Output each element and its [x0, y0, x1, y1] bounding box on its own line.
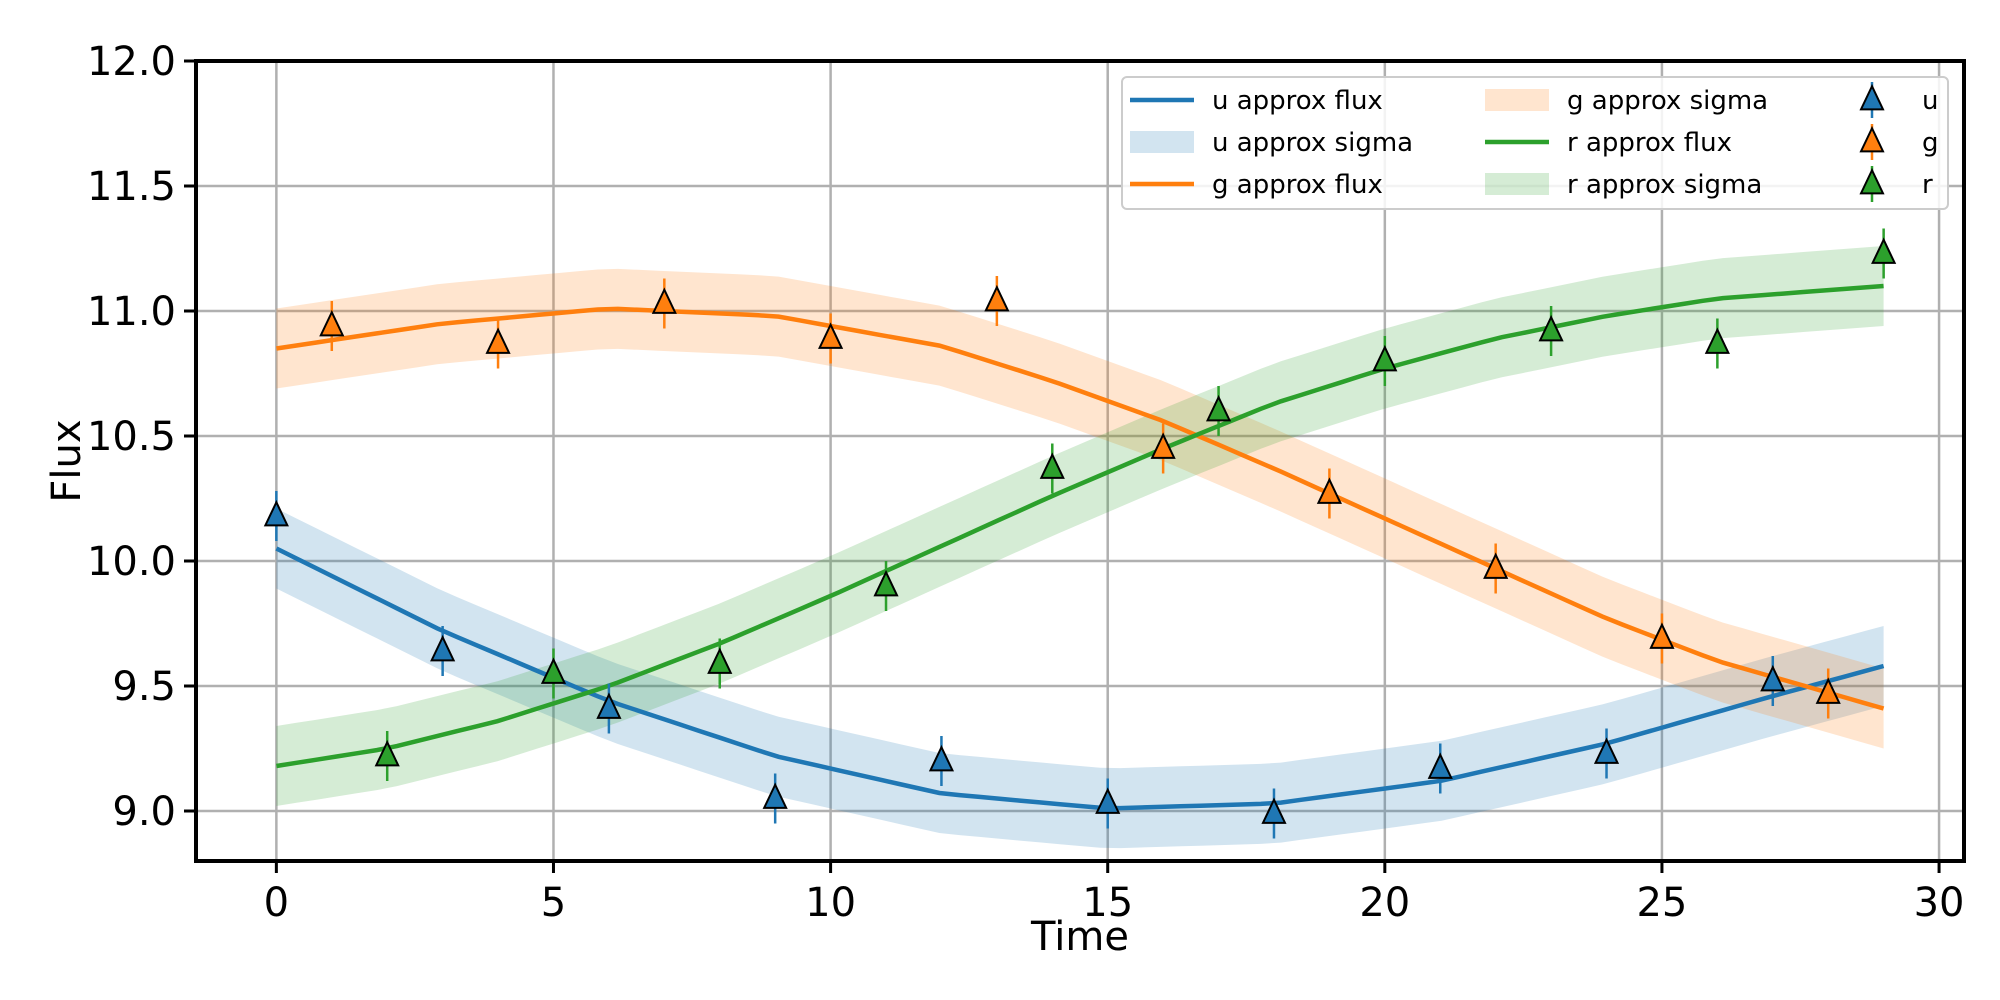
u-data-point	[596, 692, 622, 719]
r-data-point	[1704, 327, 1730, 354]
r-data-point	[374, 739, 400, 767]
x-tick-label: 15	[1082, 880, 1133, 926]
g-data-point	[1649, 622, 1675, 649]
u-data-point	[1095, 787, 1121, 814]
u-flux-line	[275, 546, 1885, 811]
r-flux-line	[276, 283, 1884, 769]
y-tick-label: 10.0	[87, 539, 176, 585]
g-data-point	[485, 327, 511, 354]
y-axis-label: Flux	[44, 419, 90, 502]
g-data-point	[1483, 552, 1509, 579]
y-tick-label: 12.0	[87, 39, 176, 85]
r-points-legend-label: r	[1922, 170, 1933, 200]
u-data-point	[1261, 797, 1287, 824]
x-tick-label: 0	[264, 880, 289, 926]
u-points-legend-label: u	[1922, 86, 1938, 116]
g-data-point	[1150, 432, 1176, 459]
legend: u approx flux u approx sigma g approx flux…	[1121, 76, 1949, 210]
g-data-point	[651, 287, 677, 314]
y-tick-label: 9.0	[112, 789, 176, 835]
r-sigma-legend-label: r approx sigma	[1567, 170, 1762, 200]
x-tick-label: 10	[805, 880, 856, 926]
g-flux-legend-label: g approx flux	[1212, 170, 1383, 200]
u-sigma-band	[276, 508, 1884, 849]
u-sigma-legend-swatch	[1130, 131, 1194, 153]
g-flux-line	[276, 306, 1885, 711]
r-data-point	[707, 647, 733, 674]
grid-lines	[196, 61, 1964, 861]
u-data-point	[430, 634, 456, 662]
r-sigma-band	[276, 246, 1884, 806]
x-tick-label: 25	[1636, 880, 1687, 926]
g-points-legend-label: g	[1922, 128, 1939, 158]
r-sigma-legend-swatch	[1485, 173, 1549, 195]
u-points-legend-swatch	[1859, 83, 1885, 111]
model-flux-lines	[275, 283, 1885, 811]
r-data-point	[1871, 237, 1897, 264]
u-sigma-legend-label: u approx sigma	[1212, 128, 1413, 158]
plot-frame	[194, 59, 1966, 863]
g-data-point	[319, 309, 345, 337]
x-tick-label: 5	[541, 880, 566, 926]
r-data-point	[873, 569, 899, 597]
u-data-point	[1427, 752, 1453, 779]
g-sigma-legend-swatch	[1485, 89, 1549, 111]
r-data-point	[1538, 314, 1564, 342]
r-data-point	[540, 657, 567, 684]
x-axis-label: Time	[1030, 914, 1129, 960]
g-sigma-band	[276, 268, 1884, 749]
y-tick-label: 11.5	[87, 164, 176, 210]
u-data-point	[762, 782, 788, 809]
u-flux-legend-label: u approx flux	[1212, 86, 1383, 116]
r-points-legend-swatch	[1859, 167, 1885, 195]
y-tick-label: 11.0	[87, 289, 176, 335]
g-sigma-legend-label: g approx sigma	[1567, 86, 1768, 116]
sigma-bands	[276, 246, 1884, 849]
data-points	[263, 228, 1897, 839]
axis-ticks: 0 5 10 15 20 25 30 9.0 9.5 10.0 10.5 11.0 11.5 12.0	[87, 39, 1965, 926]
r-data-point	[1372, 344, 1398, 372]
r-data-point	[1039, 452, 1065, 479]
u-data-point	[1760, 664, 1786, 692]
x-tick-label: 20	[1359, 880, 1410, 926]
y-tick-label: 9.5	[112, 664, 176, 710]
g-data-point	[818, 322, 844, 349]
r-data-point	[1205, 394, 1232, 422]
x-tick-label: 30	[1914, 880, 1965, 926]
g-data-point	[1316, 477, 1342, 504]
g-data-point	[984, 284, 1010, 312]
u-data-point	[1593, 737, 1620, 764]
y-tick-label: 10.5	[87, 414, 176, 460]
u-data-point	[928, 744, 955, 772]
u-data-point	[263, 499, 289, 527]
g-data-point	[1815, 677, 1841, 704]
r-flux-legend-label: r approx flux	[1567, 128, 1732, 158]
g-points-legend-swatch	[1859, 125, 1885, 153]
